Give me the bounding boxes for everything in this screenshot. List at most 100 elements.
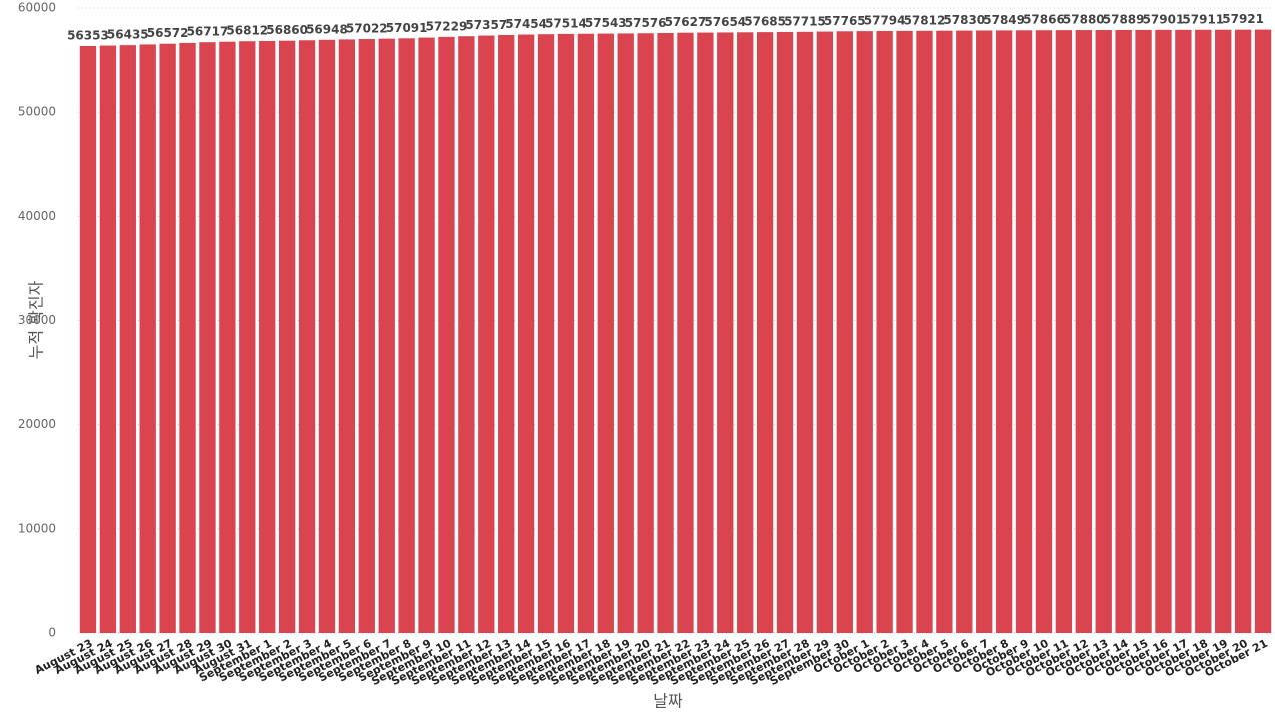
bar [1215,29,1232,634]
bar [776,31,794,634]
value-label: 57849 [983,13,1025,27]
value-label: 57812 [904,13,946,27]
bar [577,33,595,634]
bar [1254,29,1272,633]
bar [597,33,614,633]
bar [1155,29,1172,634]
value-label: 56812 [226,24,268,38]
bar [498,35,515,634]
value-label: 57022 [346,22,388,36]
bar [1115,29,1132,634]
value-label: 57514 [545,16,587,30]
bar [1234,29,1252,633]
bar [756,32,774,634]
value-label: 57880 [1063,13,1105,27]
bar [617,33,634,633]
value-label: 57830 [943,13,985,27]
bar [239,41,256,634]
bar [358,39,375,634]
value-label: 56717 [187,25,229,39]
bar [936,30,953,633]
value-label: 57454 [505,17,547,31]
bar [1035,30,1053,633]
bar [438,36,455,634]
y-tick-label: 30000 [18,313,56,327]
bar [896,30,913,633]
bar [418,37,435,634]
bar [737,32,754,634]
bar [378,38,395,633]
value-label: 57576 [625,16,667,30]
x-axis-label: 날짜 [653,692,683,711]
y-tick-label: 10000 [18,521,56,535]
bar [338,39,356,633]
bar [697,32,714,633]
bar [657,32,674,633]
y-tick-label: 50000 [18,105,56,119]
value-label: 57543 [585,16,627,30]
bar [836,31,853,633]
bar [139,44,156,633]
bar [816,31,834,633]
bar [956,30,973,633]
bar [119,45,136,633]
bar [478,35,495,633]
value-label: 57901 [1143,12,1185,26]
value-label: 57911 [1182,12,1224,26]
bar [318,39,336,633]
y-tick-label: 60000 [18,1,56,15]
bar [179,42,196,633]
value-label: 57654 [704,15,746,29]
bar [677,32,694,633]
value-label: 57627 [665,15,707,29]
bar [717,32,734,633]
value-label: 57794 [864,13,906,27]
bar [199,42,216,633]
value-label: 57685 [744,15,786,29]
bar [856,31,873,633]
value-label: 56353 [67,28,109,42]
y-tick-label: 40000 [18,209,56,223]
value-label: 57357 [465,18,507,32]
bar [159,43,176,634]
value-label: 57866 [1023,13,1065,27]
bar [259,40,276,634]
bar [876,30,893,633]
bar [995,30,1013,633]
bar [1095,30,1112,633]
value-label: 57229 [426,19,468,33]
bar [517,34,535,634]
value-label: 56572 [147,26,189,40]
bar [557,33,575,634]
value-label: 56860 [266,23,308,37]
bar [1135,29,1152,634]
bar [99,45,117,633]
value-label: 56435 [107,28,149,42]
bar [298,40,316,633]
bar [278,40,296,634]
bar [1055,30,1073,633]
bar [976,30,993,633]
bar [796,31,814,634]
bar [219,41,236,633]
bar [398,38,415,634]
value-label: 56948 [306,22,348,36]
y-tick-label: 20000 [18,417,56,431]
value-label: 57091 [386,21,428,35]
bar [1175,29,1192,633]
value-label: 57889 [1103,12,1145,26]
bar [1075,30,1092,634]
value-label: 57921 [1222,12,1264,26]
bar [637,33,654,633]
bar [79,45,97,634]
bar [1195,29,1212,633]
y-tick-label: 0 [48,626,56,640]
bar [537,34,555,634]
bar [916,30,933,633]
value-label: 57715 [784,14,826,28]
y-axis-label: 누적 확진자 [27,280,46,359]
value-label: 57765 [824,14,866,28]
bar [458,36,475,633]
bar [1015,30,1033,633]
